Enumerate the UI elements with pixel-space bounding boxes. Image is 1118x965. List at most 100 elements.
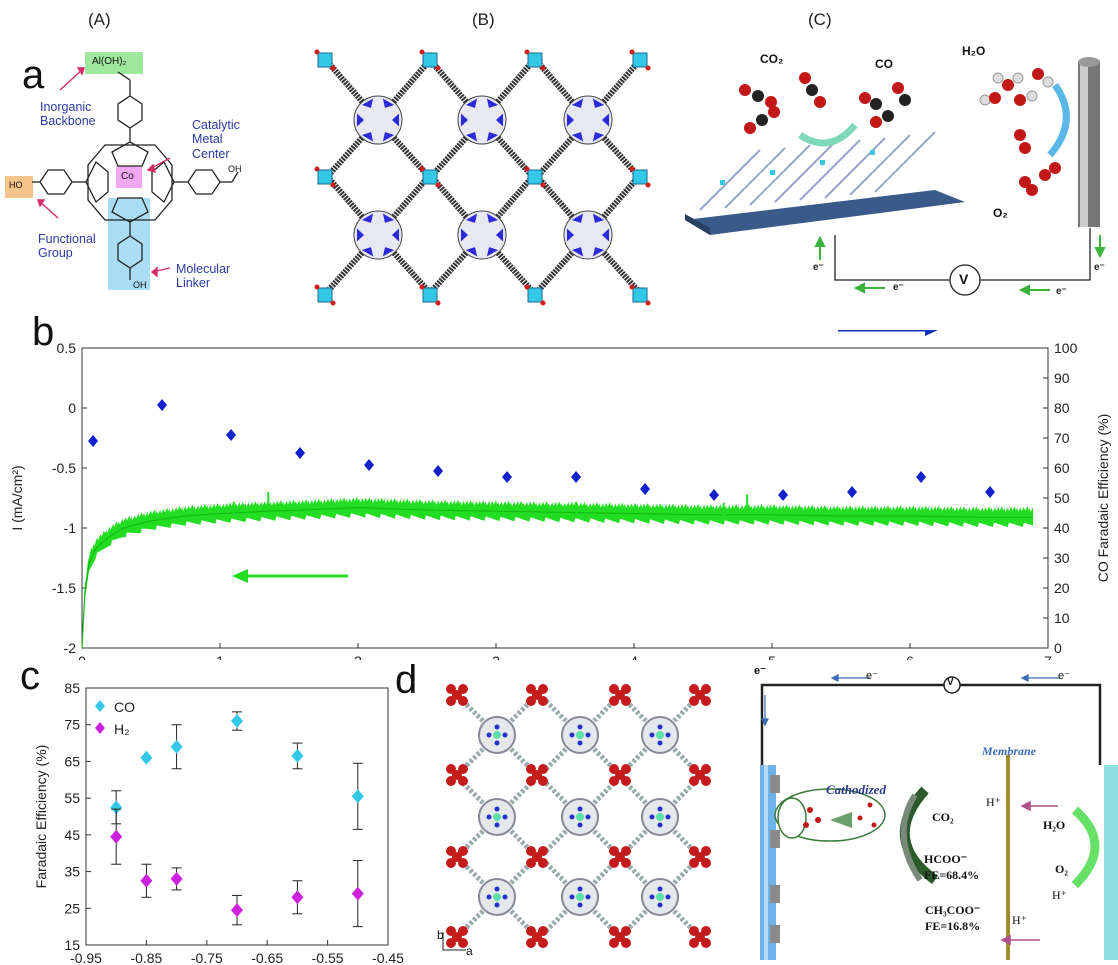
lattice-n-atom (665, 732, 671, 738)
porphyrin-pyrrole (602, 228, 610, 242)
al-node (632, 52, 648, 68)
ho-label: HO (9, 180, 23, 190)
axis-b-label: b (437, 928, 444, 942)
oxygen-atom (330, 182, 336, 188)
lattice-n-atom (494, 724, 500, 730)
porphyrin-pyrrole (361, 213, 374, 223)
y-tick-label-c: 75 (64, 717, 80, 733)
porphyrin-unit (353, 95, 403, 145)
fe-marker (364, 459, 375, 471)
fe-marker (157, 399, 168, 411)
lattice-n-atom (585, 814, 591, 820)
al-node (422, 52, 438, 68)
fe-marker (916, 471, 927, 483)
oxygen-atom (330, 300, 336, 306)
legend-label: H₂ (114, 721, 130, 737)
oxygen-atom (314, 284, 320, 290)
label-membrane: Membrane (982, 744, 1036, 758)
panel-letter-d: d (395, 658, 418, 702)
porphyrin-pyrrole (571, 213, 584, 223)
plot-frame-b (81, 347, 1049, 649)
label-h2o-d: H₂O (1043, 818, 1066, 832)
sublabel-A: (A) (88, 10, 111, 29)
x-tick-label-b: 0 (78, 653, 86, 660)
al-node (527, 52, 543, 68)
lattice-n-atom (649, 894, 655, 900)
y-tick-label-b: -2 (64, 640, 77, 656)
mof-framework-image (314, 49, 651, 306)
fe-point (110, 829, 123, 844)
lattice-node-oxygen (695, 932, 705, 942)
oxygen-atom (629, 166, 635, 172)
x-tick-label-c: -0.45 (372, 950, 404, 965)
lattice-n-atom (494, 806, 500, 812)
porphyrin-pyrrole (356, 113, 364, 127)
lattice-node-oxygen (532, 690, 542, 700)
y-tick-label-c: 45 (64, 827, 80, 843)
porphyrin-pyrrole (382, 247, 395, 257)
lattice-metal (576, 731, 584, 739)
label-co-c: CO (875, 57, 893, 71)
porphyrin-pyrrole (460, 113, 468, 127)
y-axis-label-c: Faradaic Efficiency (%) (33, 745, 49, 889)
lattice-node-oxygen (452, 690, 462, 700)
chart-stability-time: 012345670.50-0.5-1-1.5-21009080706050403… (9, 330, 1111, 660)
label-e-d3: e⁻ (1058, 670, 1070, 682)
fe-point (231, 714, 243, 729)
lattice-node-oxygen (452, 932, 462, 942)
lattice-node-oxygen (615, 852, 625, 862)
oh-bottom-label: OH (133, 280, 147, 290)
oxygen-atom (419, 49, 425, 55)
current-line (81, 507, 1033, 649)
lattice-n-atom (486, 732, 492, 738)
lattice-n-atom (657, 740, 663, 746)
porphyrin-pyrrole (602, 113, 610, 127)
fe-marker (571, 471, 582, 483)
x-tick-label-b: 6 (906, 653, 914, 660)
lattice-n-atom (585, 894, 591, 900)
y2-tick-label-b: 0 (1054, 640, 1062, 656)
aloh2-label: Al(OH)₂ (92, 56, 127, 67)
lattice-metal (656, 893, 664, 901)
porphyrin-pyrrole (356, 228, 364, 242)
fe-point (170, 871, 183, 886)
x-tick-label-b: 5 (768, 653, 776, 660)
lattice-n-atom (649, 814, 655, 820)
blue-arrowhead (925, 330, 938, 336)
green-arrowhead (232, 569, 248, 583)
porphyrin-pyrrole (382, 98, 395, 108)
sublabel-C: (C) (808, 10, 832, 29)
label-v-d: V (947, 677, 954, 688)
porphyrin-unit (457, 95, 507, 145)
legend-marker (95, 700, 105, 712)
lattice-n-atom (494, 740, 500, 746)
x-tick-label-b: 4 (630, 653, 638, 660)
oxygen-atom (435, 65, 441, 71)
oxygen-atom (419, 166, 425, 172)
fe-marker (226, 429, 237, 441)
lattice-n-atom (665, 814, 671, 820)
lattice-n-atom (577, 886, 583, 892)
porphyrin-pyrrole (571, 98, 584, 108)
label-molecular-linker: Molecular Linker (176, 262, 231, 291)
lattice-n-atom (494, 822, 500, 828)
oxygen-atom (314, 49, 320, 55)
porphyrin-pyrrole (361, 132, 374, 142)
porphyrin-unit (563, 95, 613, 145)
porphyrin-pyrrole (571, 132, 584, 142)
label-o2-c: O₂ (993, 206, 1008, 220)
fe-marker (88, 435, 99, 447)
lattice-node-oxygen (532, 932, 542, 942)
label-co2-c: CO₂ (760, 52, 784, 66)
lattice-n-atom (657, 822, 663, 828)
lattice-node-oxygen (615, 770, 625, 780)
porphyrin-pyrrole (361, 247, 374, 257)
x-tick-label-b: 7 (1044, 653, 1052, 660)
y-tick-label-b: -1 (64, 520, 77, 536)
lattice-n-atom (494, 886, 500, 892)
lattice-n-atom (569, 894, 575, 900)
lattice-n-atom (502, 732, 508, 738)
al-node (422, 287, 438, 303)
membrane-cell-schematic (760, 674, 1118, 960)
fe-point (351, 789, 364, 804)
